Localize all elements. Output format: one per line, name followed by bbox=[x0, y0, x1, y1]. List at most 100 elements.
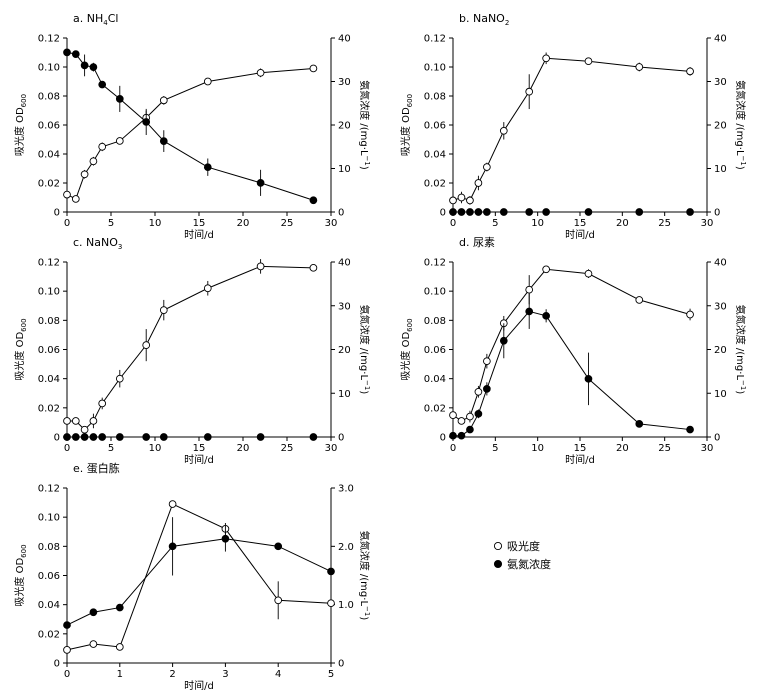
series-ammonia bbox=[63, 48, 318, 205]
panel-d: 0 0.02 0.04 0.06 0.08 0.10 0.12 0 10 20 30 40 0 5 10 15… bbox=[399, 236, 747, 466]
ammonia-point bbox=[203, 433, 212, 441]
ammonia-point bbox=[256, 179, 265, 187]
od-point bbox=[80, 425, 89, 434]
od-point bbox=[203, 77, 212, 86]
od-point bbox=[483, 357, 491, 366]
y2-tick-label: 0 bbox=[338, 659, 344, 670]
y2-tick-label: 0 bbox=[714, 433, 720, 444]
od-point bbox=[542, 54, 550, 63]
od-point bbox=[483, 163, 491, 171]
y-tick-label: 0.12 bbox=[38, 258, 60, 269]
y-tick-label: 0.06 bbox=[38, 121, 60, 132]
y-tick-label: 0.12 bbox=[38, 34, 60, 45]
x-tick-label: 25 bbox=[281, 218, 294, 229]
y2-tick-label: 40 bbox=[714, 258, 727, 269]
od-point bbox=[584, 57, 593, 66]
od-point bbox=[71, 195, 80, 203]
y-axis-label-sub: 600 bbox=[406, 318, 414, 331]
ammonia-point bbox=[159, 137, 168, 145]
y2-tick-label: 10 bbox=[714, 164, 727, 175]
panel-title-sub: 3 bbox=[118, 243, 122, 251]
series-ammonia bbox=[449, 293, 694, 440]
y-axis-label-sub: 600 bbox=[20, 544, 28, 557]
ammonia-point bbox=[449, 431, 457, 440]
ammonia-point bbox=[203, 163, 212, 172]
ammonia-point bbox=[483, 208, 491, 216]
y-tick-label: 0.10 bbox=[38, 287, 60, 298]
ammonia-point bbox=[256, 433, 265, 441]
x-tick-label: 25 bbox=[658, 218, 671, 229]
plot-frame bbox=[66, 488, 332, 664]
od-point bbox=[525, 87, 534, 96]
y-tick-label: 0.12 bbox=[424, 34, 446, 45]
od-point bbox=[457, 193, 466, 202]
y2-axis-label-main: 氨氮浓度 /(mg·L bbox=[358, 80, 371, 156]
panel-title-sub: 4 bbox=[103, 19, 108, 27]
od-point bbox=[63, 417, 71, 425]
plot-frame bbox=[66, 38, 332, 213]
series-line bbox=[66, 503, 332, 651]
panel-b: 0 0.02 0.04 0.06 0.08 0.10 0.12 0 10 20 30 40 0 5 10 15… bbox=[399, 12, 747, 241]
od-point bbox=[89, 157, 98, 166]
ammonia-point bbox=[80, 61, 89, 70]
y-tick-label: 0.08 bbox=[38, 542, 60, 553]
panel-title-main: d. 尿素 bbox=[459, 236, 495, 249]
y2-tick-label: 20 bbox=[338, 345, 351, 356]
y2-tick-label: 20 bbox=[714, 121, 727, 132]
x-tick-label: 20 bbox=[237, 218, 250, 229]
panel-title-main: b. NaNO bbox=[459, 12, 505, 25]
series-line bbox=[66, 51, 314, 201]
y2-tick-label: 30 bbox=[338, 301, 351, 312]
ammonia-point bbox=[525, 208, 534, 216]
x-tick-label: 4 bbox=[275, 669, 281, 680]
od-point bbox=[80, 170, 89, 179]
ammonia-point bbox=[635, 208, 644, 216]
ammonia-point bbox=[89, 433, 98, 441]
ammonia-point bbox=[309, 196, 318, 205]
ammonia-point bbox=[71, 433, 80, 441]
x-tick-label: 10 bbox=[149, 443, 162, 454]
y2-tick-label: 10 bbox=[714, 389, 727, 400]
y2-axis-label-main: 氨氮浓度 /(mg·L bbox=[734, 80, 747, 156]
panel-title-main: a. NH bbox=[73, 12, 103, 25]
od-point bbox=[686, 67, 694, 76]
plot-frame bbox=[452, 262, 708, 438]
x-tick-label: 30 bbox=[701, 443, 714, 454]
ammonia-point bbox=[98, 80, 107, 89]
y2-axis-label: 氨氮浓度 /(mg·L−1) bbox=[358, 80, 371, 170]
x-tick-label: 25 bbox=[281, 443, 294, 454]
y-tick-label: 0.10 bbox=[424, 287, 446, 298]
panel-a: 0 0.02 0.04 0.06 0.08 0.10 0.12 0 10 20 30 40 0 5 10 15… bbox=[13, 12, 371, 241]
ammonia-point bbox=[474, 409, 483, 418]
y-tick-label: 0 bbox=[54, 433, 60, 444]
y-tick-label: 0.02 bbox=[424, 403, 446, 414]
od-point bbox=[115, 137, 124, 145]
legend-od-marker bbox=[493, 541, 503, 551]
y-tick-label: 0.10 bbox=[38, 513, 60, 524]
legend-ammonia-marker bbox=[493, 559, 503, 569]
plot-frame bbox=[66, 262, 332, 438]
y-axis-label-main: 吸光度 OD bbox=[13, 558, 26, 607]
y2-tick-label: 0 bbox=[338, 208, 344, 219]
x-tick-label: 20 bbox=[237, 443, 250, 454]
ammonia-point bbox=[309, 433, 318, 441]
y2-tick-label: 30 bbox=[338, 77, 351, 88]
y-axis-label-sub: 600 bbox=[20, 94, 28, 107]
y-tick-label: 0 bbox=[440, 208, 446, 219]
x-tick-label: 5 bbox=[492, 443, 498, 454]
x-tick-label: 30 bbox=[325, 443, 338, 454]
series-od bbox=[63, 500, 335, 654]
series-line bbox=[66, 67, 314, 200]
x-tick-label: 10 bbox=[149, 218, 162, 229]
y2-tick-label: 30 bbox=[714, 77, 727, 88]
y2-axis-label-main: 氨氮浓度 /(mg·L bbox=[358, 305, 371, 381]
panel-title-main: c. NaNO bbox=[73, 236, 118, 249]
od-point bbox=[449, 196, 457, 205]
y2-axis-label-sup: −1 bbox=[363, 606, 371, 616]
y-axis-label: 吸光度 OD600 bbox=[13, 544, 28, 606]
od-point bbox=[584, 269, 593, 278]
x-tick-label: 30 bbox=[325, 218, 338, 229]
y2-tick-label: 1.0 bbox=[338, 600, 354, 611]
x-tick-label: 0 bbox=[64, 669, 70, 680]
ammonia-point bbox=[584, 374, 593, 383]
